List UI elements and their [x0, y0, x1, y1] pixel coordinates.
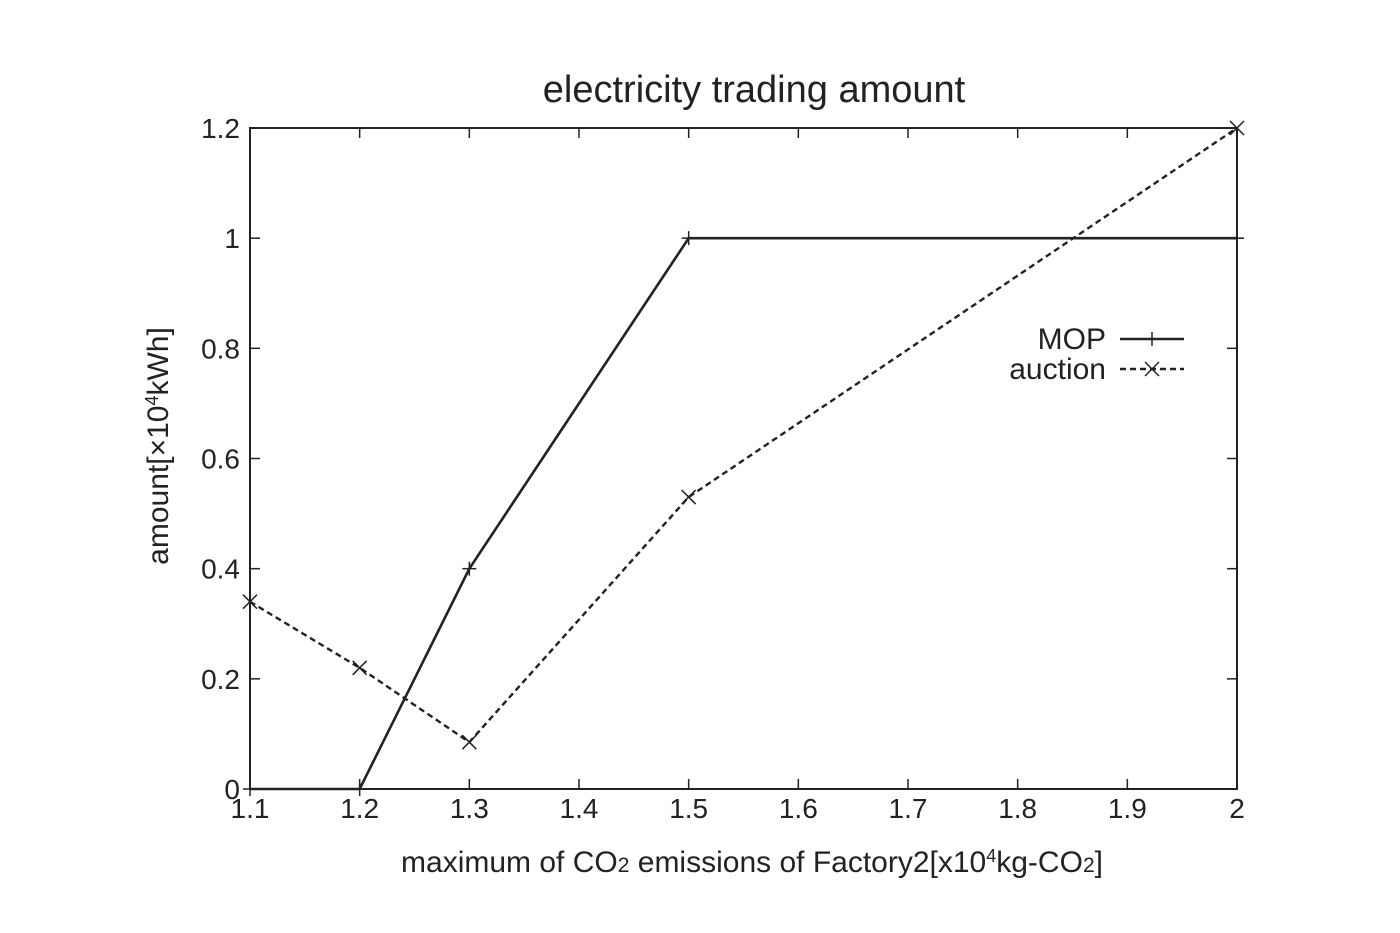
y-tick-label: 0.6	[201, 444, 240, 475]
x-tick-label: 1.7	[889, 793, 928, 824]
legend-label-mop: MOP	[1038, 323, 1106, 356]
x-tick-label: 1.8	[998, 793, 1037, 824]
series-auction	[242, 120, 1245, 750]
series-layer	[242, 120, 1245, 796]
data-point-mop	[243, 782, 257, 796]
series-mop	[243, 231, 1244, 796]
x-tick-label: 1.6	[779, 793, 818, 824]
data-point-auction	[1229, 120, 1245, 136]
data-point-mop	[1230, 231, 1244, 246]
series-line-auction	[249, 127, 1238, 744]
legend-marker-mop	[1145, 332, 1159, 346]
y-axis-label: amount[×104kWh]	[142, 327, 175, 565]
chart-title: electricity trading amount	[543, 69, 966, 111]
data-point-auction	[242, 594, 258, 610]
series-line-mop	[250, 236, 1237, 791]
data-point-mop	[352, 782, 367, 796]
y-tick-label: 0.4	[201, 554, 240, 585]
y-tick-label: 0.8	[201, 333, 240, 364]
x-tick-label: 2	[1229, 793, 1245, 824]
y-tick-label: 0	[224, 774, 240, 805]
data-point-mop	[681, 231, 696, 246]
legend-label-auction: auction	[1009, 353, 1106, 386]
y-tick-label: 1.2	[201, 113, 240, 144]
x-tick-label: 1.1	[231, 793, 270, 824]
x-tick-label: 1.9	[1108, 793, 1147, 824]
y-axis: 0 0.2 0.4 0.6 0.8 1 1.2	[201, 113, 1237, 805]
x-tick-label: 1.4	[560, 793, 599, 824]
data-point-auction	[461, 734, 477, 750]
data-point-auction	[352, 660, 368, 676]
x-tick-label: 1.5	[669, 793, 708, 824]
y-tick-label: 1	[224, 223, 240, 254]
legend-marker-auction	[1144, 361, 1160, 377]
y-tick-label: 0.2	[201, 664, 240, 695]
x-tick-label: 1.2	[340, 793, 379, 824]
data-point-auction	[681, 489, 697, 505]
data-point-mop	[462, 561, 477, 576]
x-axis-label: maximum of CO2 emissions of Factory2[x10…	[401, 846, 1103, 879]
x-tick-label: 1.3	[450, 793, 489, 824]
x-axis: 1.1 1.2 1.3 1.4 1.5 1.6 1.7 1.8 1.9 2	[231, 128, 1245, 824]
